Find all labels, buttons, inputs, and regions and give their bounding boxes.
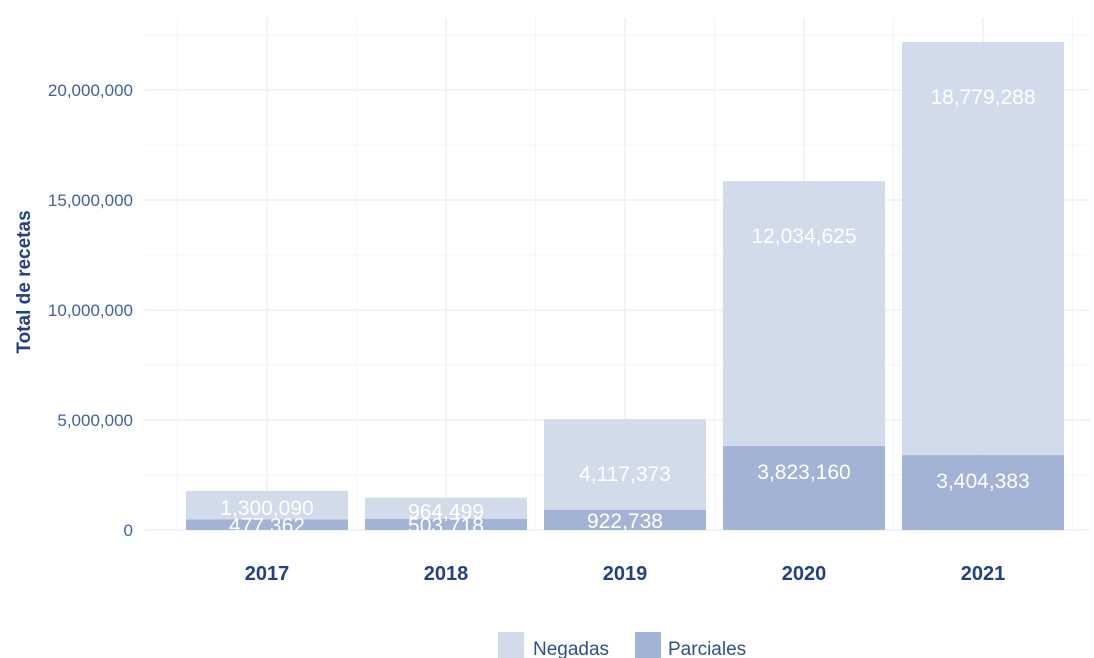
y-tick-label: 15,000,000: [48, 191, 133, 210]
data-label-negadas-2021: 18,779,288: [930, 86, 1035, 109]
data-label-negadas-2017: 1,300,090: [220, 497, 313, 520]
y-tick-label: 20,000,000: [48, 81, 133, 100]
data-label-parciales-2020: 3,823,160: [757, 461, 850, 484]
bar-parciales-2021: [902, 455, 1064, 530]
bar-negadas-2018: [365, 497, 527, 519]
x-tick-label-2020: 2020: [782, 563, 827, 585]
y-axis-ticks: 0 5,000,000 10,000,000 15,000,000 20,000,000: [48, 81, 133, 540]
y-tick-label: 10,000,000: [48, 301, 133, 320]
legend-swatch-negadas: [498, 632, 524, 658]
x-tick-label-2018: 2018: [424, 563, 469, 585]
x-tick-label-2017: 2017: [245, 563, 290, 585]
data-label-parciales-2018: 503,718: [408, 514, 484, 537]
y-axis-label: Total de recetas: [14, 210, 35, 353]
data-label-parciales-2021: 3,404,383: [936, 470, 1029, 493]
x-tick-label-2019: 2019: [603, 563, 648, 585]
data-label-negadas-2019: 4,117,373: [579, 463, 671, 486]
x-tick-label-2021: 2021: [961, 563, 1006, 585]
legend-swatch-parciales: [635, 632, 661, 658]
bar-negadas-2021: [902, 41, 1064, 456]
data-label-parciales-2019: 922,738: [587, 510, 663, 533]
data-label-parciales-2017: 477,362: [229, 515, 305, 538]
legend-label-parciales: Parciales: [668, 639, 746, 658]
x-axis-ticks: 2017 2018 2019 2020 2021: [245, 563, 1006, 585]
legend-label-negadas: Negadas: [533, 639, 609, 658]
bar-parciales-2018: [365, 518, 527, 530]
bar-parciales-2017: [186, 519, 348, 530]
bar-parciales-2020: [723, 445, 885, 530]
bars: [186, 41, 1064, 530]
legend: Negadas Parciales: [498, 632, 746, 658]
bar-parciales-2019: [544, 509, 706, 530]
data-label-negadas-2018: 964,499: [408, 500, 484, 523]
y-tick-label: 0: [124, 521, 133, 540]
bar-negadas-2019: [544, 419, 706, 510]
bar-negadas-2020: [723, 181, 885, 446]
data-label-negadas-2020: 12,034,625: [751, 225, 856, 248]
bar-negadas-2017: [186, 490, 348, 520]
y-tick-label: 5,000,000: [57, 411, 133, 430]
